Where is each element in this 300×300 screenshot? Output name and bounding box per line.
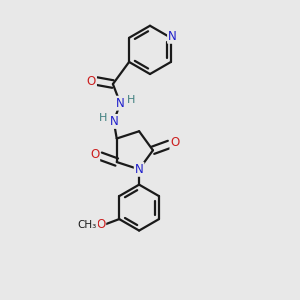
Text: N: N <box>135 163 143 176</box>
Text: H: H <box>127 95 136 105</box>
Text: N: N <box>168 30 177 43</box>
Text: O: O <box>96 218 105 231</box>
Text: O: O <box>87 75 96 88</box>
Text: O: O <box>170 136 180 149</box>
Text: H: H <box>98 113 107 124</box>
Text: N: N <box>110 115 118 128</box>
Text: CH₃: CH₃ <box>78 220 97 230</box>
Text: N: N <box>116 97 124 110</box>
Text: O: O <box>90 148 99 161</box>
